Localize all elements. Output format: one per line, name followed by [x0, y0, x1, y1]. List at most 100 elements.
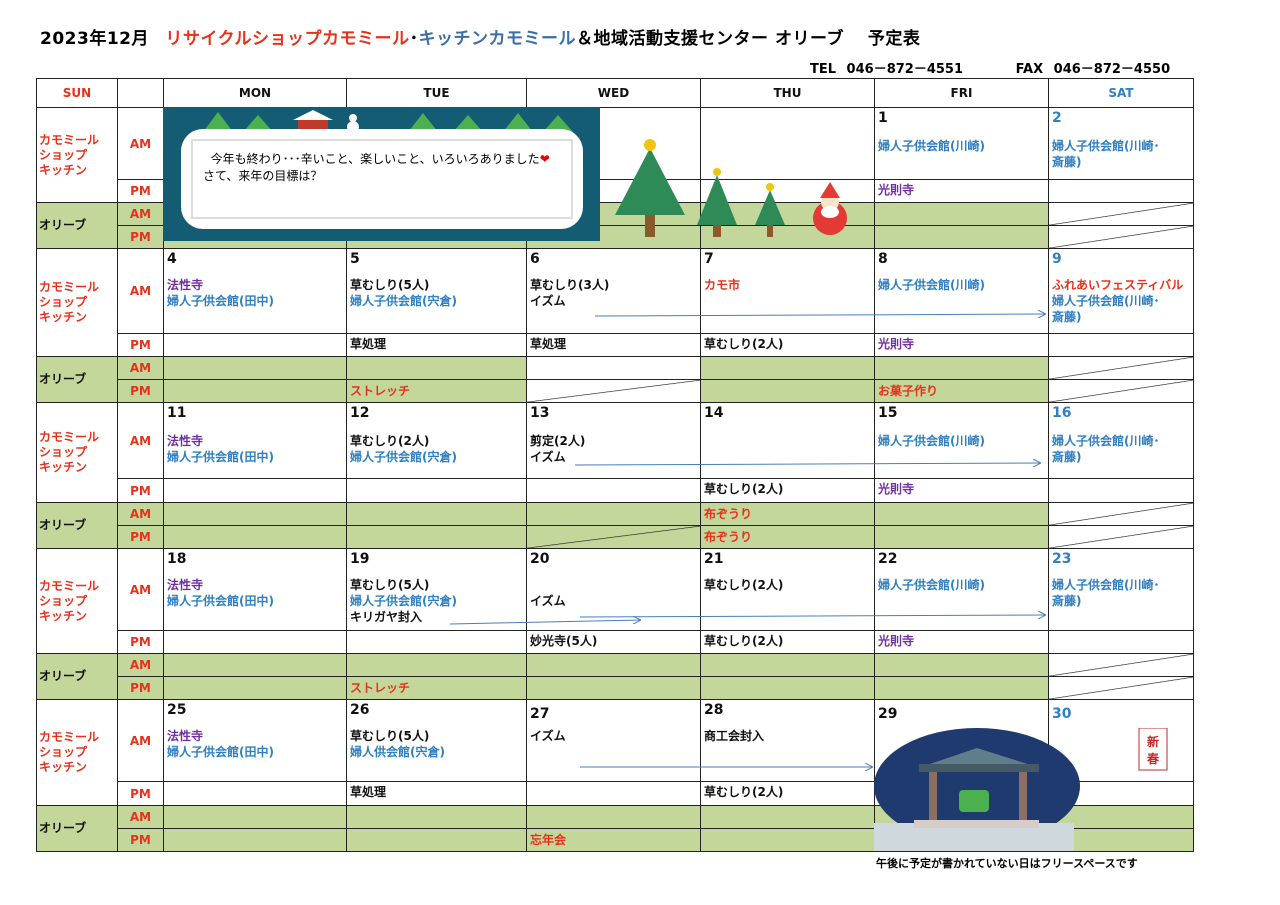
olive-pm-cell	[526, 525, 701, 549]
day-am-cell: 7 カモ市	[700, 248, 875, 334]
pm-label: PM	[117, 781, 164, 806]
entry: 婦人供会館(宍倉)	[350, 745, 445, 759]
entries: 光則寺	[878, 336, 914, 352]
day-am-cell: 22 婦人子供会館(川崎)	[874, 548, 1049, 631]
olive-pm-cell	[1048, 676, 1194, 700]
year-end-banner: 今年も終わり･･･辛いこと、楽しいこと、いろいろありました❤ さて、来年の目標は…	[163, 107, 600, 241]
day-pm-cell	[163, 478, 347, 503]
entries: 婦人子供会館(川崎)	[878, 138, 985, 154]
pm-label: PM	[117, 525, 164, 549]
pm-label: PM	[117, 225, 164, 249]
day-am-cell: 2 婦人子供会館(川崎･ 斎藤)	[1048, 107, 1194, 180]
entries: 忘年会	[530, 832, 566, 848]
entry: 草むしり(5人)	[350, 729, 430, 743]
entry: 布ぞうり	[704, 507, 753, 521]
entries: 法性寺婦人子供会館(田中)	[167, 728, 274, 760]
entry: 婦人子供会館(田中)	[167, 594, 274, 608]
entries: 婦人子供会館(川崎･ 斎藤)	[1052, 138, 1160, 170]
am-label: AM	[117, 805, 164, 829]
am-label: AM	[117, 653, 164, 677]
day-am-cell: 6 草むしり(3人) イズム	[526, 248, 701, 334]
entry: 草むしり(2人)	[350, 434, 430, 448]
shop-kitchen-label: カモミール ショップ キッチン	[36, 248, 118, 357]
pm-label: PM	[117, 630, 164, 654]
entry: ふれあいフェスティバル	[1052, 278, 1184, 292]
entry: 妙光寺(5人)	[530, 634, 598, 648]
day-am-cell: 11 法性寺 婦人子供会館(田中)	[163, 402, 347, 479]
entries: 婦人子供会館(川崎)	[878, 433, 985, 449]
olive-am-cell	[874, 356, 1049, 380]
entries: 草むしり(2人)	[704, 577, 783, 593]
day-am-cell: 9 ふれあいフェスティバル 婦人子供会館(川崎･ 斎藤)	[1048, 248, 1194, 334]
date-number: 20	[530, 551, 550, 567]
day-pm-cell: 光則寺	[874, 630, 1049, 654]
entry: 婦人子供会館(宍倉)	[350, 450, 457, 464]
entries: 光則寺	[878, 481, 914, 497]
entries: 婦人子供会館(川崎･ 斎藤)	[1052, 577, 1160, 609]
header-blank	[117, 78, 164, 108]
olive-pm-cell	[700, 828, 875, 852]
day-pm-cell: 草むしり(2人)	[700, 478, 875, 503]
entry: 婦人子供会館(田中)	[167, 745, 274, 759]
am-label: AM	[117, 502, 164, 526]
date-number: 7	[704, 251, 714, 267]
entry: イズム	[530, 729, 566, 743]
entry: 法性寺	[167, 578, 204, 592]
olive-pm-cell: ストレッチ	[346, 676, 527, 700]
day-pm-cell	[526, 781, 701, 806]
entry: 草処理	[350, 785, 387, 799]
entries: 布ぞうり	[704, 506, 752, 522]
date-number: 28	[704, 702, 724, 718]
olive-am-cell	[163, 356, 347, 380]
olive-am-cell	[1048, 202, 1194, 226]
day-am-cell: 4 法性寺 婦人子供会館(田中)	[163, 248, 347, 334]
entry: 光則寺	[878, 337, 915, 351]
entries: 草むしり(5人) 婦人子供会館(宍倉)	[350, 277, 457, 309]
day-pm-cell	[1048, 333, 1194, 357]
olive-am-cell	[526, 502, 701, 526]
date-number: 22	[878, 551, 898, 567]
am-label: AM	[117, 356, 164, 380]
day-am-cell: 16 婦人子供会館(川崎･ 斎藤)	[1048, 402, 1194, 479]
olive-am-cell: 布ぞうり	[700, 502, 875, 526]
date-number: 21	[704, 551, 724, 567]
header-sun: SUN	[36, 78, 118, 108]
olive-am-cell	[874, 502, 1049, 526]
olive-am-cell	[874, 202, 1049, 226]
day-pm-cell: 光則寺	[874, 478, 1049, 503]
am-label: AM	[117, 548, 164, 631]
day-am-cell: 8 婦人子供会館(川崎)	[874, 248, 1049, 334]
entries: イズム	[530, 728, 566, 744]
title-rest: ＆地域活動支援センター オリーブ 予定表	[576, 29, 921, 49]
fax: FAX 046－872－4550	[1015, 62, 1171, 77]
olive-pm-cell	[1048, 225, 1194, 249]
olive-am-cell	[1048, 356, 1194, 380]
day-pm-cell	[163, 333, 347, 357]
day-pm-cell	[346, 630, 527, 654]
entries: 草むしり(3人) イズム	[530, 277, 609, 309]
day-pm-cell	[346, 478, 527, 503]
date-number: 29	[878, 706, 898, 722]
entry: 婦人子供会館(川崎)	[878, 578, 985, 592]
entries: 光則寺	[878, 182, 914, 198]
date-number: 18	[167, 551, 187, 567]
pm-label: PM	[117, 179, 164, 203]
entry: 婦人子供会館(川崎･	[1052, 294, 1160, 308]
entry: 草むしり(2人)	[704, 337, 784, 351]
entry: 婦人子供会館(田中)	[167, 294, 274, 308]
day-pm-cell: 草処理	[526, 333, 701, 357]
entry: イズム	[530, 450, 566, 464]
date-number: 26	[350, 702, 370, 718]
svg-text:新: 新	[1147, 734, 1159, 749]
entry: 法性寺	[167, 729, 204, 743]
day-pm-cell: 草むしり(2人)	[700, 630, 875, 654]
day-am-cell: 12 草むしり(2人) 婦人子供会館(宍倉)	[346, 402, 527, 479]
olive-pm-cell: ストレッチ	[346, 379, 527, 403]
entry: 斎藤)	[1052, 155, 1082, 169]
day-am-cell: 27 イズム	[526, 699, 701, 782]
olive-pm-cell: 忘年会	[526, 828, 701, 852]
footer-note: 午後に予定が書かれていない日はフリースペースです	[876, 857, 1138, 870]
entry: 法性寺	[167, 434, 204, 448]
entry: 草むしり(2人)	[704, 578, 784, 592]
date-number: 6	[530, 251, 540, 267]
